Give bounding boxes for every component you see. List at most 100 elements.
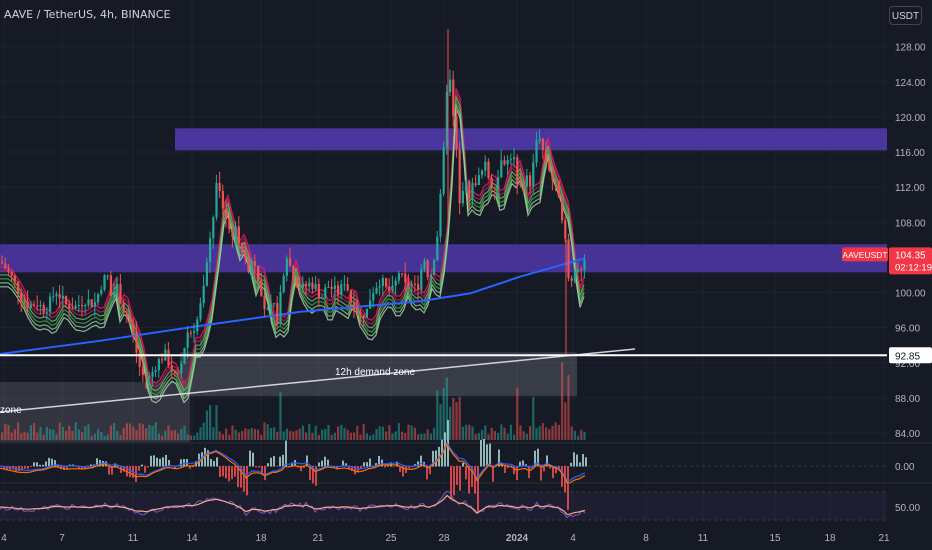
candle-body[interactable] <box>228 219 231 229</box>
candle-body[interactable] <box>474 183 477 186</box>
candle-body[interactable] <box>77 305 80 307</box>
candle-body[interactable] <box>545 149 548 162</box>
candle-body[interactable] <box>369 300 372 309</box>
price-axis[interactable]: 84.0088.0092.0096.00100.00104.00108.0011… <box>895 43 926 514</box>
candle-body[interactable] <box>42 304 45 313</box>
candle-body[interactable] <box>391 285 394 291</box>
candle-body[interactable] <box>557 181 560 198</box>
candle-body[interactable] <box>17 281 20 294</box>
candle-body[interactable] <box>401 273 404 275</box>
candle-body[interactable] <box>324 287 327 299</box>
candle-body[interactable] <box>157 359 160 371</box>
candle-body[interactable] <box>4 263 7 269</box>
candles[interactable] <box>1 29 586 389</box>
candle-body[interactable] <box>257 265 260 280</box>
candle-body[interactable] <box>577 269 580 272</box>
candle-body[interactable] <box>433 260 436 275</box>
candle-body[interactable] <box>189 332 192 334</box>
candle-body[interactable] <box>141 366 144 375</box>
candle-body[interactable] <box>253 261 256 266</box>
candle-body[interactable] <box>311 282 314 289</box>
candle-body[interactable] <box>276 303 279 324</box>
candle-body[interactable] <box>538 138 541 141</box>
candle-body[interactable] <box>436 236 439 261</box>
candle-body[interactable] <box>292 266 295 280</box>
candle-body[interactable] <box>426 260 429 278</box>
candle-body[interactable] <box>337 285 340 295</box>
candle-body[interactable] <box>148 376 151 378</box>
diagonal-trend-line[interactable] <box>0 348 636 413</box>
candle-body[interactable] <box>151 371 154 377</box>
candle-body[interactable] <box>87 299 90 306</box>
candle-body[interactable] <box>247 257 250 272</box>
candle-body[interactable] <box>381 278 384 287</box>
candle-body[interactable] <box>209 238 212 263</box>
candle-body[interactable] <box>471 183 474 200</box>
candle-body[interactable] <box>509 159 512 161</box>
candle-body[interactable] <box>36 305 39 307</box>
candle-body[interactable] <box>289 258 292 267</box>
candle-body[interactable] <box>161 359 164 361</box>
candle-body[interactable] <box>522 185 525 187</box>
candle-body[interactable] <box>500 160 503 178</box>
candle-body[interactable] <box>417 284 420 290</box>
candle-body[interactable] <box>365 308 368 318</box>
candle-body[interactable] <box>388 286 391 291</box>
candle-body[interactable] <box>490 178 493 189</box>
candle-body[interactable] <box>225 208 228 220</box>
candle-body[interactable] <box>554 179 557 182</box>
candle-body[interactable] <box>314 283 317 289</box>
candle-body[interactable] <box>273 303 276 305</box>
candle-body[interactable] <box>455 116 458 150</box>
candle-body[interactable] <box>154 370 157 372</box>
candle-body[interactable] <box>449 79 452 92</box>
candle-body[interactable] <box>250 261 253 272</box>
candle-body[interactable] <box>295 279 298 287</box>
candle-body[interactable] <box>298 286 301 288</box>
candle-body[interactable] <box>330 286 333 289</box>
candle-body[interactable] <box>343 284 346 286</box>
candle-body[interactable] <box>93 302 96 307</box>
candle-body[interactable] <box>439 193 442 237</box>
candle-body[interactable] <box>394 280 397 286</box>
candle-body[interactable] <box>45 311 48 313</box>
candle-body[interactable] <box>186 332 189 348</box>
candle-body[interactable] <box>199 303 202 320</box>
candle-body[interactable] <box>503 160 506 165</box>
candle-body[interactable] <box>10 271 13 276</box>
candle-body[interactable] <box>487 161 490 179</box>
candle-body[interactable] <box>525 175 528 187</box>
candle-body[interactable] <box>177 373 180 375</box>
candle-body[interactable] <box>372 293 375 301</box>
candle-body[interactable] <box>285 258 288 276</box>
candle-body[interactable] <box>506 160 509 165</box>
candle-body[interactable] <box>260 279 263 296</box>
currency-button[interactable]: USDT <box>889 6 922 25</box>
candle-body[interactable] <box>346 284 349 291</box>
candle-body[interactable] <box>378 286 381 288</box>
candle-body[interactable] <box>196 319 199 332</box>
candle-body[interactable] <box>580 269 583 271</box>
candle-body[interactable] <box>362 314 365 318</box>
candle-body[interactable] <box>481 170 484 176</box>
candle-body[interactable] <box>564 220 567 240</box>
candle-body[interactable] <box>407 281 410 287</box>
candle-body[interactable] <box>132 323 135 333</box>
candle-body[interactable] <box>135 332 138 353</box>
candle-body[interactable] <box>484 161 487 171</box>
candle-body[interactable] <box>535 140 538 163</box>
candle-body[interactable] <box>100 289 103 294</box>
candle-body[interactable] <box>477 175 480 186</box>
candle-body[interactable] <box>497 177 500 189</box>
candle-body[interactable] <box>359 313 362 315</box>
candle-body[interactable] <box>541 138 544 150</box>
candle-body[interactable] <box>109 275 112 296</box>
candle-body[interactable] <box>263 295 266 310</box>
candle-body[interactable] <box>452 79 455 117</box>
candle-body[interactable] <box>173 371 176 374</box>
candle-body[interactable] <box>125 312 128 317</box>
candle-body[interactable] <box>465 180 468 191</box>
candle-body[interactable] <box>516 157 519 184</box>
candle-body[interactable] <box>442 147 445 194</box>
